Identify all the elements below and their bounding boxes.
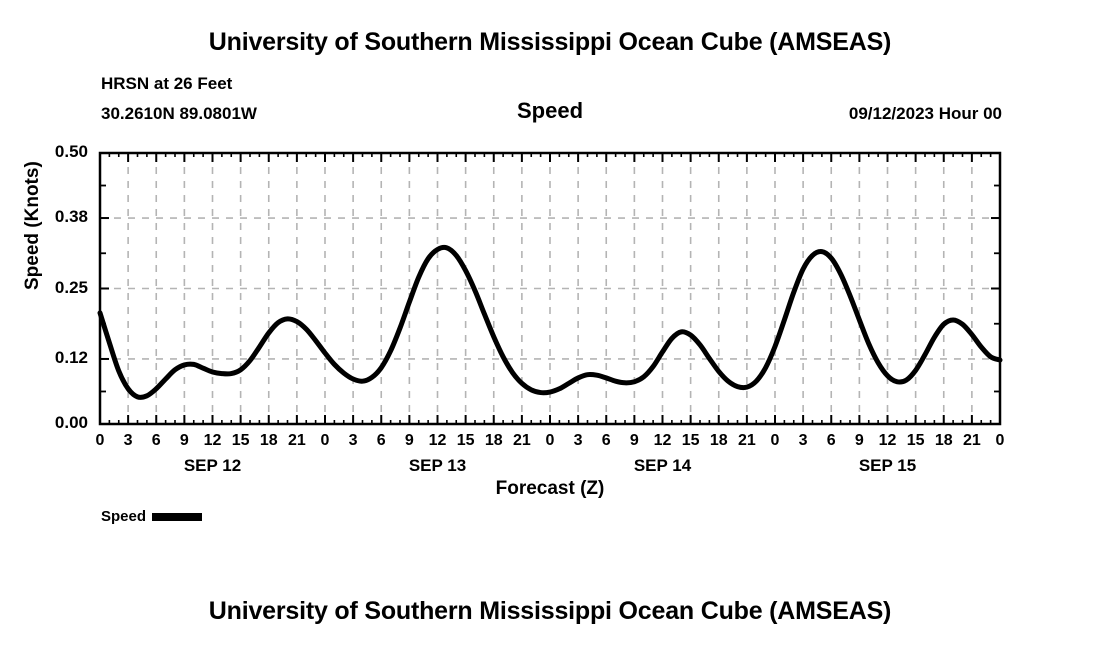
- x-tick-label: 0: [770, 432, 780, 449]
- day-label: SEP 15: [858, 456, 917, 475]
- x-tick-label: 18: [934, 432, 953, 449]
- x-tick-label: 9: [629, 432, 639, 449]
- x-tick-label: 6: [151, 432, 161, 449]
- x-tick-label: 6: [601, 432, 611, 449]
- day-label: SEP 12: [183, 456, 242, 475]
- legend: Speed: [101, 508, 203, 525]
- x-tick-label: 18: [484, 432, 503, 449]
- x-axis-label: Forecast (Z): [495, 478, 605, 499]
- x-tick-label: 3: [798, 432, 808, 449]
- x-tick-label: 9: [179, 432, 189, 449]
- variable-name-label: Speed: [516, 98, 584, 123]
- station-depth-label: HRSN at 26 Feet: [101, 74, 233, 93]
- x-tick-label: 18: [709, 432, 728, 449]
- plot-frame: [98, 151, 1002, 426]
- day-label: SEP 14: [633, 456, 692, 475]
- horizontal-gridlines: [100, 217, 1000, 360]
- x-tick-label: 9: [854, 432, 864, 449]
- model-run-label: 09/12/2023 Hour 00: [848, 104, 1002, 123]
- x-tick-label: 6: [826, 432, 836, 449]
- y-tick-label: 0.38: [54, 207, 88, 227]
- x-tick-label: 12: [878, 432, 897, 449]
- x-tick-label: 15: [456, 432, 475, 449]
- x-tick-label: 0: [95, 432, 105, 449]
- x-tick-label: 18: [259, 432, 278, 449]
- x-tick-label: 21: [512, 432, 531, 449]
- x-tick-label: 21: [962, 432, 981, 449]
- y-tick-label: 0.00: [54, 413, 88, 432]
- day-label: SEP 13: [408, 456, 467, 475]
- x-tick-label: 3: [123, 432, 133, 449]
- x-tick-label: 0: [320, 432, 330, 449]
- y-tick-label: 0.25: [54, 277, 88, 297]
- x-tick-label: 12: [428, 432, 447, 449]
- x-tick-label: 15: [681, 432, 700, 449]
- x-tick-label: 15: [231, 432, 250, 449]
- speed-series-line: [97, 244, 1003, 400]
- coordinates-label: 30.2610N 89.0801W: [101, 104, 257, 123]
- x-tick-label: 12: [653, 432, 672, 449]
- x-tick-label: 12: [203, 432, 222, 449]
- y-tick-label: 0.50: [54, 142, 88, 161]
- x-tick-label: 0: [545, 432, 555, 449]
- x-tick-label: 9: [404, 432, 414, 449]
- x-tick-label: 3: [573, 432, 583, 449]
- x-tick-label: 15: [906, 432, 925, 449]
- y-tick-label: 0.12: [54, 347, 88, 367]
- x-tick-label: 6: [376, 432, 386, 449]
- x-tick-label: 21: [287, 432, 306, 449]
- legend-line-swatch: [152, 512, 203, 521]
- legend-label: Speed: [101, 508, 147, 525]
- x-tick-label: 21: [737, 432, 756, 449]
- page-title-bottom: University of Southern Mississippi Ocean…: [208, 597, 892, 625]
- page-title-top: University of Southern Mississippi Ocean…: [208, 28, 892, 56]
- x-tick-label: 3: [348, 432, 358, 449]
- x-tick-label: 0: [995, 432, 1005, 449]
